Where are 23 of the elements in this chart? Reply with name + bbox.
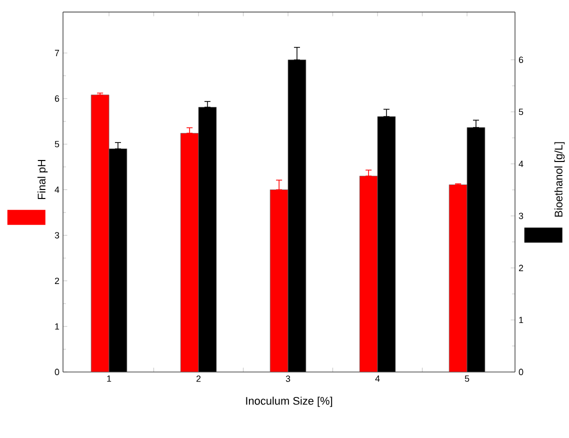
- y-tick-label: 4: [54, 186, 60, 193]
- x-tick-label: 5: [464, 376, 470, 382]
- x-axis-title: Inoculum Size [%]: [246, 396, 332, 407]
- y2-tick-label: 4: [518, 160, 524, 167]
- y2-tick-label: 5: [518, 108, 524, 115]
- y2-tick-label: 6: [518, 56, 524, 64]
- y2-tick-label: 0: [518, 368, 524, 376]
- y-axis-title: Final pH: [37, 160, 48, 199]
- y2-tick-label: 2: [518, 264, 524, 272]
- y-tick-label: 6: [54, 95, 60, 102]
- x-tick-label: 2: [196, 376, 201, 382]
- x-tick-label: 1: [107, 376, 112, 382]
- y-tick-label: 0: [54, 368, 60, 376]
- y-tick-label: 3: [54, 232, 60, 238]
- x-tick-label: 4: [375, 376, 380, 382]
- y-tick-label: 7: [54, 50, 60, 56]
- y2-tick-label: 1: [519, 316, 524, 324]
- y-tick-label: 1: [55, 323, 60, 330]
- y-tick-label: 5: [54, 141, 60, 148]
- x-tick-label: 3: [286, 376, 290, 382]
- y2-axis-title: Bioethanol [g/L]: [554, 142, 565, 217]
- y-tick-label: 2: [54, 278, 60, 284]
- y2-tick-label: 3: [518, 212, 524, 220]
